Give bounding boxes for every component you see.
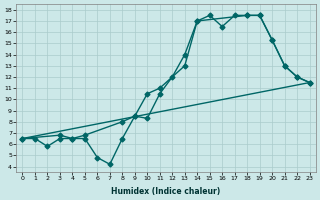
X-axis label: Humidex (Indice chaleur): Humidex (Indice chaleur) <box>111 187 221 196</box>
